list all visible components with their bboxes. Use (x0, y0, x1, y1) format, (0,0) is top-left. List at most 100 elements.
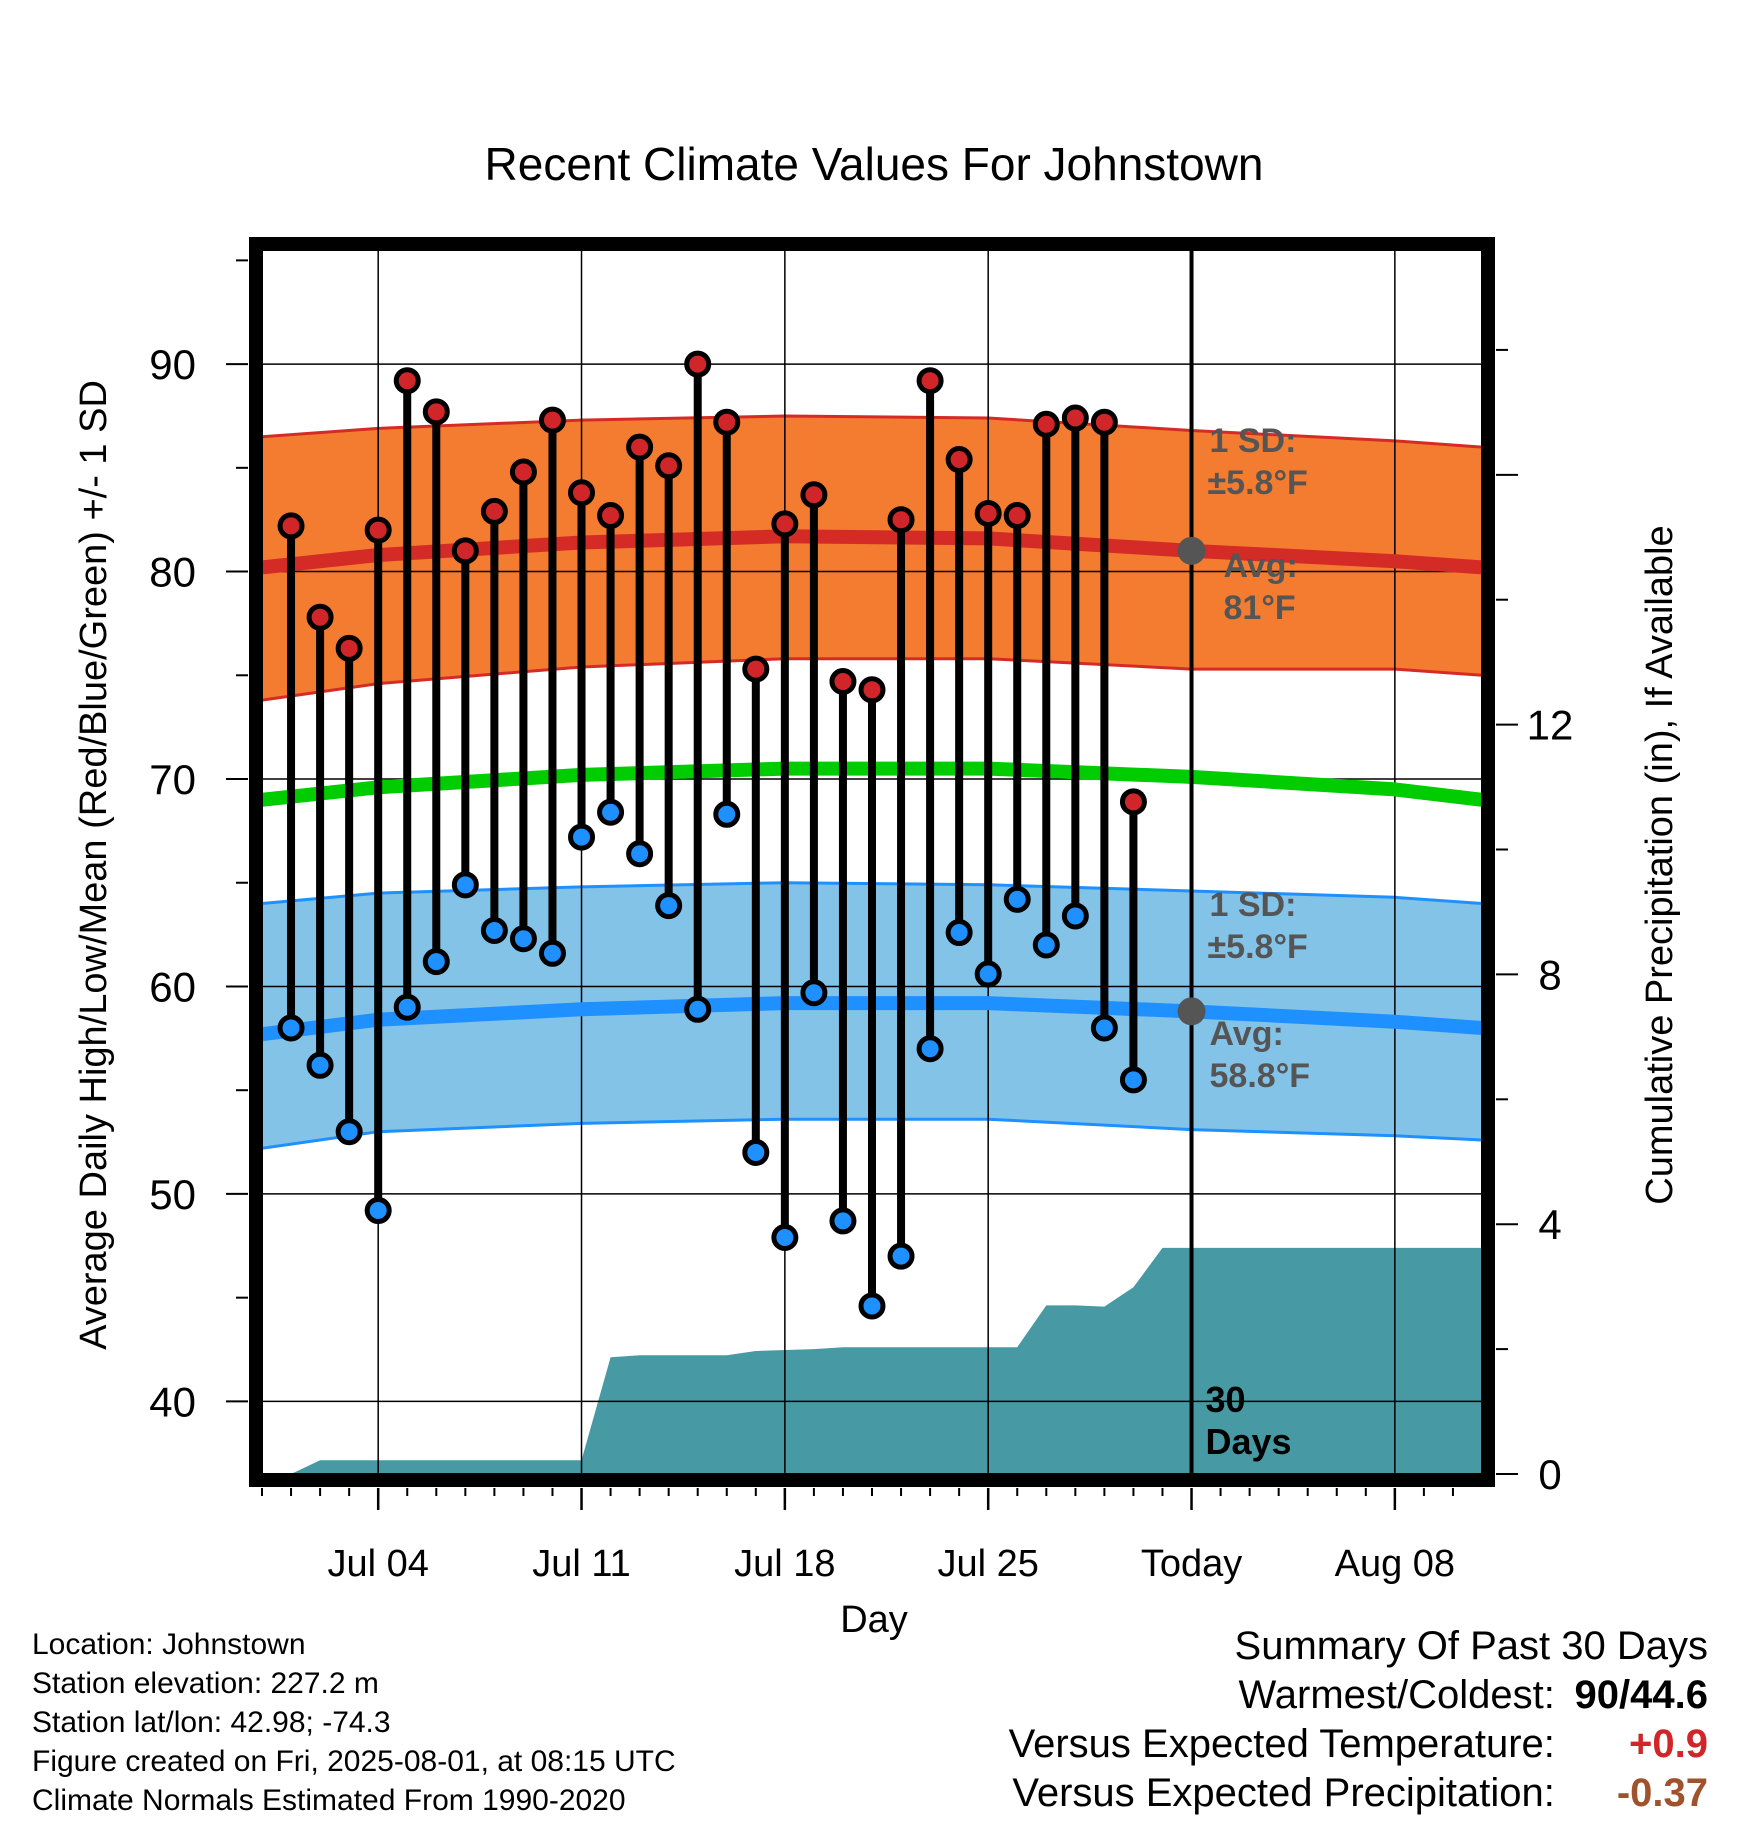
high-sd-label: 1 SD: (1210, 422, 1297, 460)
y-tick-label: 60 (149, 963, 196, 1010)
summary-panel: Summary Of Past 30 Days Warmest/Coldest:… (1009, 1622, 1708, 1818)
y-tick-label: 90 (149, 341, 196, 388)
daily-low-point (277, 1014, 305, 1042)
daily-high-point (451, 537, 479, 565)
daily-low-point (1061, 902, 1089, 930)
daily-low-point (1090, 1014, 1118, 1042)
plot-area: 1 SD: ±5.8°F Avg: 81°F 1 SD: ±5.8°F Avg: 58.8°F… (262, 250, 1482, 1474)
daily-high-point (887, 506, 915, 534)
precip-area (262, 1247, 1482, 1474)
daily-high-point (1003, 502, 1031, 530)
daily-high-point (771, 510, 799, 538)
period-label-number: 30 (1206, 1379, 1246, 1420)
low-sd-lower-line (262, 1117, 1482, 1150)
daily-high-point (713, 408, 741, 436)
x-tick-label: Today (1141, 1543, 1242, 1585)
daily-high-point (800, 481, 828, 509)
daily-low-point (538, 939, 566, 967)
daily-high-point (1032, 410, 1060, 438)
daily-high-point (684, 350, 712, 378)
y2-tick-label: 0 (1538, 1451, 1561, 1498)
daily-high-point (538, 406, 566, 434)
y-tick-label: 70 (149, 756, 196, 803)
x-tick-label: Jul 18 (734, 1543, 835, 1585)
mean-avg-line (262, 761, 1482, 807)
daily-high-point (1090, 408, 1118, 436)
chart-title: Recent Climate Values For Johnstown (485, 138, 1264, 190)
precip-vs-expected-value: -0.37 (1616, 1771, 1708, 1815)
elevation-text: Station elevation: 227.2 m (32, 1667, 379, 1700)
daily-low-point (509, 925, 537, 953)
daily-high-point (945, 446, 973, 474)
y2-tick-label: 4 (1538, 1201, 1561, 1248)
summary-title: Summary Of Past 30 Days (1234, 1624, 1708, 1668)
y2-tick-label: 8 (1538, 951, 1561, 998)
daily-high-point (480, 497, 508, 525)
daily-low-point (626, 840, 654, 868)
x-tick-label: Aug 08 (1335, 1543, 1455, 1585)
daily-low-point (713, 800, 741, 828)
normals-text: Climate Normals Estimated From 1990-2020 (32, 1784, 626, 1817)
daily-high-point (1119, 788, 1147, 816)
daily-high-point (626, 433, 654, 461)
y-tick-label: 80 (149, 549, 196, 596)
daily-low-point (742, 1138, 770, 1166)
temp-vs-expected-label: Versus Expected Temperature: (1008, 1722, 1555, 1766)
daily-high-point (364, 516, 392, 544)
daily-low-point (393, 993, 421, 1021)
high-sd-upper-line (262, 414, 1482, 449)
x-tick-label: Jul 25 (937, 1543, 1038, 1585)
daily-high-point (568, 479, 596, 507)
daily-low-point (1119, 1066, 1147, 1094)
daily-high-point (597, 502, 625, 530)
daily-low-point (568, 823, 596, 851)
daily-low-point (916, 1035, 944, 1063)
y2-axis-label: Cumulative Precipitation (in), If Availa… (1639, 525, 1681, 1204)
daily-high-point (655, 452, 683, 480)
daily-low-point (597, 798, 625, 826)
daily-high-point (335, 634, 363, 662)
high-sd-value: ±5.8°F (1208, 464, 1308, 502)
today-low-avg-dot (1177, 997, 1206, 1026)
daily-high-point (422, 398, 450, 426)
temp-vs-expected-value: +0.9 (1629, 1722, 1708, 1766)
daily-high-point (509, 458, 537, 486)
low-sd-value: ±5.8°F (1208, 928, 1308, 966)
daily-low-point (858, 1292, 886, 1320)
summary-precipitation: Versus Expected Precipitation: -0.37 (1009, 1769, 1708, 1818)
daily-low-point (480, 916, 508, 944)
y2-tick-label: 12 (1527, 702, 1574, 749)
low-avg-label: Avg: (1210, 1015, 1284, 1053)
daily-high-point (829, 668, 857, 696)
daily-low-point (451, 871, 479, 899)
low-avg-value: 58.8°F (1210, 1057, 1311, 1095)
warmest-coldest-value: 90/44.6 (1574, 1673, 1708, 1717)
warmest-coldest-label: Warmest/Coldest: (1238, 1673, 1555, 1717)
today-high-avg-dot (1177, 536, 1206, 565)
x-axis-label: Day (840, 1599, 908, 1641)
daily-low-point (887, 1242, 915, 1270)
high-sd-lower-line (262, 657, 1482, 702)
daily-low-point (1003, 885, 1031, 913)
high-avg-line (262, 529, 1482, 575)
daily-low-point (364, 1197, 392, 1225)
location-text: Location: Johnstown (32, 1628, 306, 1661)
daily-high-point (858, 676, 886, 704)
summary-warmest-coldest: Warmest/Coldest: 90/44.6 (1009, 1671, 1709, 1720)
x-tick-label: Jul 04 (327, 1543, 428, 1585)
daily-low-point (306, 1051, 334, 1079)
daily-low-point (829, 1207, 857, 1235)
daily-low-point (771, 1223, 799, 1251)
low-sd-label: 1 SD: (1210, 886, 1297, 924)
daily-high-point (277, 512, 305, 540)
summary-temperature: Versus Expected Temperature: +0.9 (1009, 1720, 1708, 1769)
high-avg-label: Avg: (1224, 547, 1298, 585)
low-sd-upper-line (262, 881, 1482, 905)
daily-high-point (306, 603, 334, 631)
period-label-days: Days (1206, 1421, 1292, 1462)
x-tick-label: Jul 11 (532, 1543, 631, 1585)
daily-low-point (335, 1118, 363, 1146)
daily-low-point (422, 948, 450, 976)
daily-high-point (916, 367, 944, 395)
